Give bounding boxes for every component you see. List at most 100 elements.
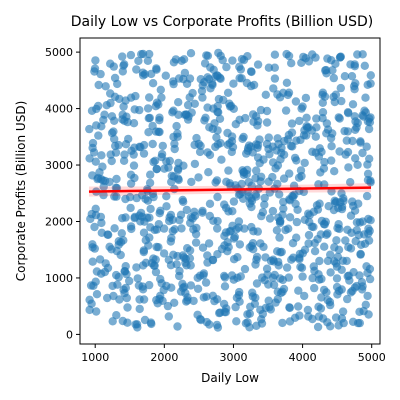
scatter-point [247,241,256,251]
scatter-point [356,138,365,147]
scatter-point [253,143,262,152]
scatter-point [324,202,333,211]
scatter-point [275,190,284,199]
scatter-point [338,307,348,316]
scatter-point [166,261,176,270]
scatter-point [352,226,361,235]
scatter-point [159,249,169,258]
scatter-point [189,225,198,234]
scatter-point [282,263,292,272]
scatter-point [112,246,122,256]
scatter-point [182,205,191,215]
scatter-point [292,217,302,227]
scatter-point [295,116,304,126]
scatter-point [194,139,203,149]
scatter-point [203,51,213,60]
scatter-point [145,93,154,102]
scatter-point [169,172,178,181]
scatter-point [308,314,317,324]
plot-frame [79,37,381,345]
scatter-point [320,242,329,251]
scatter-point [268,206,278,216]
scatter-point [279,88,288,98]
scatter-point [86,214,95,224]
scatter-point [352,218,362,227]
scatter-point [329,73,338,83]
scatter-point [363,169,373,178]
scatter-point [278,318,287,328]
scatter-point [269,84,278,93]
scatter-point [170,298,179,307]
scatter-point [132,263,141,272]
scatter-point [361,93,370,102]
scatter-point [162,202,171,211]
scatter-point [91,56,100,65]
scatter-point [270,63,279,72]
regression-layer [88,186,372,193]
scatter-point [126,50,136,60]
scatter-point [332,274,342,283]
scatter-point [317,274,326,284]
scatter-point [271,164,280,173]
scatter-point [310,283,319,293]
scatter-point [259,242,268,252]
scatter-point [302,131,311,140]
scatter-point [195,271,205,280]
scatter-point [119,156,129,165]
scatter-point [105,242,114,251]
scatter-point [318,314,328,323]
scatter-point [366,79,375,88]
scatter-point [194,173,203,182]
scatter-point [227,271,237,280]
scatter-point [145,49,154,59]
scatter-point [121,140,131,149]
scatter-point [130,212,139,222]
scatter-point [340,72,350,81]
scatter-point [234,223,243,232]
scatter-point [351,237,360,246]
scatter-point [132,320,142,329]
scatter-point [186,281,196,290]
scatter-point [338,256,348,265]
scatter-point [115,94,124,104]
scatter-point [352,123,361,132]
scatter-point [156,85,165,95]
y-tick-label: 0 [66,328,73,341]
scatter-point [107,156,116,166]
scatter-point [260,193,269,203]
scatter-point [110,224,119,233]
scatter-point [171,55,181,64]
scatter-point [96,212,106,222]
scatter-point [262,106,272,116]
scatter-point [92,290,102,299]
scatter-point [353,160,362,169]
scatter-point [110,192,119,201]
scatter-point [97,151,106,160]
scatter-point [341,150,350,159]
scatter-point [327,156,336,165]
scatter-point [217,155,226,164]
scatter-point [304,123,313,132]
scatter-point [94,131,103,140]
scatter-point [287,119,297,128]
scatter-point [287,59,296,68]
scatter-point [101,82,110,91]
scatter-point [312,114,321,123]
scatter-point [120,60,129,69]
scatter-point [280,136,289,146]
scatter-point [301,54,310,63]
scatter-point [109,127,118,136]
scatter-point [106,89,115,98]
scatter-point [260,200,269,209]
x-tick-label: 4000 [289,351,317,364]
scatter-point [154,220,163,229]
scatter-point [317,293,326,302]
scatter-point [91,204,100,213]
scatter-point [253,227,262,236]
scatter-point [364,214,373,224]
scatter-point [119,102,128,111]
scatter-point [206,63,215,72]
scatter-point [92,307,101,316]
scatter-point [155,113,164,122]
scatter-point [176,287,186,296]
